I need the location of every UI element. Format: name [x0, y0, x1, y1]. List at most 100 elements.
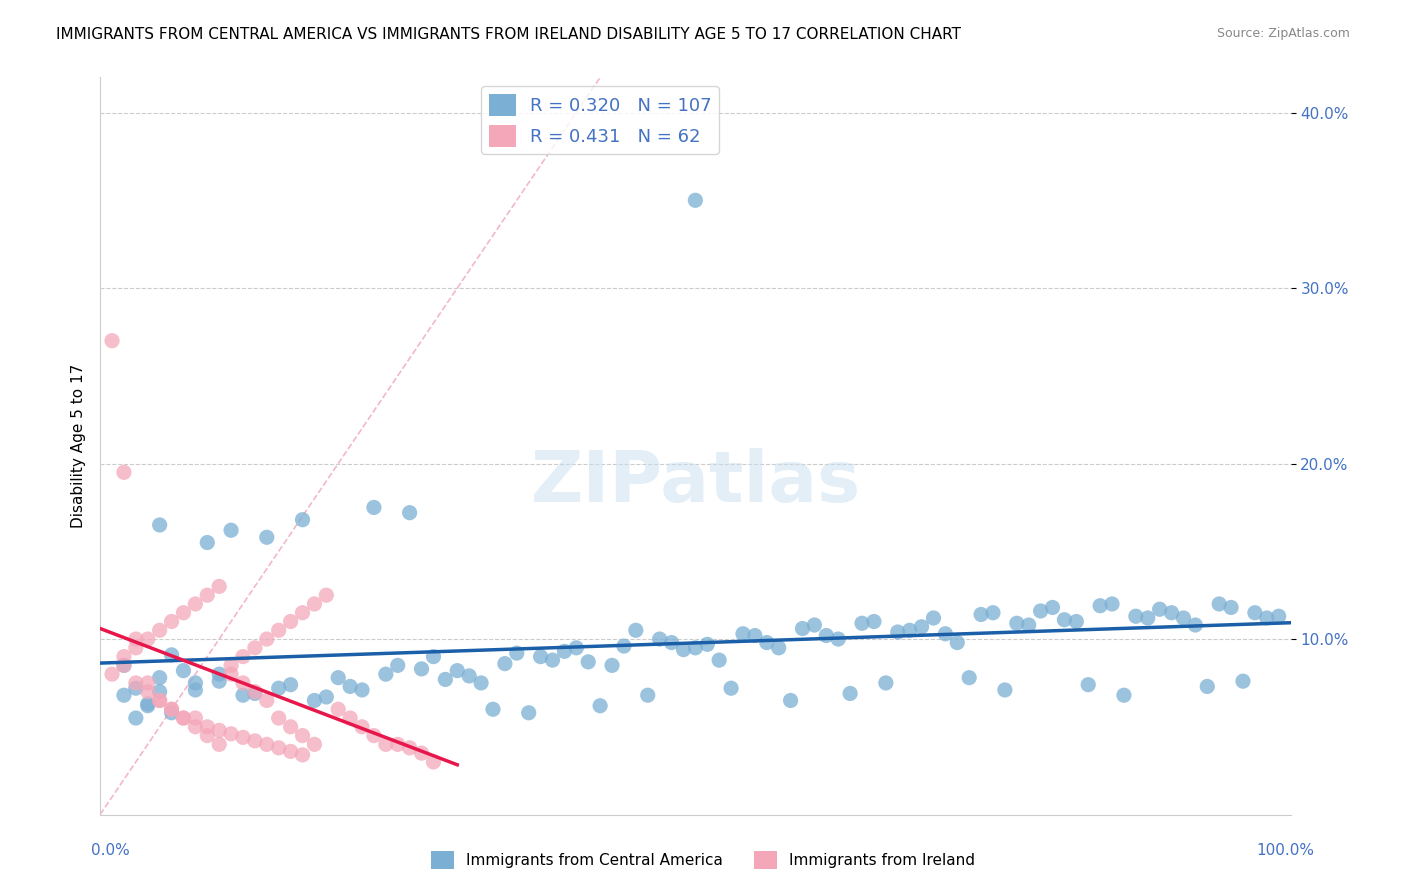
Point	[661, 635, 683, 649]
Point	[256, 530, 278, 544]
Point	[1125, 609, 1147, 624]
Point	[613, 639, 636, 653]
Point	[1267, 609, 1289, 624]
Legend: Immigrants from Central America, Immigrants from Ireland: Immigrants from Central America, Immigra…	[425, 845, 981, 875]
Point	[470, 676, 492, 690]
Point	[506, 646, 529, 660]
Point	[970, 607, 993, 622]
Point	[981, 606, 1004, 620]
Point	[720, 681, 742, 696]
Point	[256, 632, 278, 646]
Point	[232, 688, 254, 702]
Point	[184, 682, 207, 697]
Point	[792, 622, 814, 636]
Point	[1149, 602, 1171, 616]
Point	[339, 711, 361, 725]
Point	[125, 681, 148, 696]
Point	[827, 632, 849, 646]
Point	[482, 702, 505, 716]
Point	[363, 500, 385, 515]
Point	[875, 676, 897, 690]
Point	[768, 640, 790, 655]
Point	[387, 737, 409, 751]
Point	[184, 711, 207, 725]
Point	[328, 702, 350, 716]
Text: 100.0%: 100.0%	[1257, 843, 1315, 858]
Point	[232, 731, 254, 745]
Point	[208, 579, 231, 593]
Point	[411, 662, 433, 676]
Point	[529, 649, 551, 664]
Point	[160, 615, 183, 629]
Point	[315, 690, 337, 704]
Point	[172, 606, 194, 620]
Point	[458, 669, 481, 683]
Point	[280, 615, 302, 629]
Point	[994, 682, 1017, 697]
Point	[267, 740, 290, 755]
Point	[101, 667, 124, 681]
Point	[136, 676, 159, 690]
Point	[803, 618, 825, 632]
Point	[136, 684, 159, 698]
Point	[576, 655, 599, 669]
Point	[160, 706, 183, 720]
Point	[101, 334, 124, 348]
Point	[256, 693, 278, 707]
Point	[1160, 606, 1182, 620]
Point	[910, 620, 932, 634]
Point	[280, 720, 302, 734]
Point	[685, 640, 707, 655]
Point	[291, 606, 314, 620]
Point	[1244, 606, 1267, 620]
Point	[1220, 600, 1243, 615]
Point	[208, 723, 231, 738]
Point	[1077, 678, 1099, 692]
Point	[112, 688, 135, 702]
Point	[172, 711, 194, 725]
Point	[149, 518, 172, 533]
Point	[112, 658, 135, 673]
Point	[648, 632, 671, 646]
Point	[946, 635, 969, 649]
Point	[136, 698, 159, 713]
Point	[328, 671, 350, 685]
Point	[374, 667, 396, 681]
Point	[267, 624, 290, 638]
Point	[1018, 618, 1040, 632]
Point	[125, 711, 148, 725]
Point	[219, 658, 242, 673]
Point	[291, 747, 314, 762]
Point	[112, 466, 135, 480]
Point	[243, 684, 266, 698]
Point	[541, 653, 564, 667]
Point	[184, 597, 207, 611]
Text: Source: ZipAtlas.com: Source: ZipAtlas.com	[1216, 27, 1350, 40]
Point	[149, 671, 172, 685]
Point	[1197, 680, 1219, 694]
Point	[304, 597, 326, 611]
Point	[350, 682, 373, 697]
Point	[172, 664, 194, 678]
Point	[304, 693, 326, 707]
Point	[280, 678, 302, 692]
Point	[160, 648, 183, 662]
Point	[195, 729, 218, 743]
Point	[685, 194, 707, 208]
Point	[422, 755, 444, 769]
Point	[363, 729, 385, 743]
Point	[291, 513, 314, 527]
Y-axis label: Disability Age 5 to 17: Disability Age 5 to 17	[72, 364, 86, 528]
Point	[219, 523, 242, 537]
Point	[934, 627, 956, 641]
Point	[1136, 611, 1159, 625]
Point	[589, 698, 612, 713]
Point	[256, 737, 278, 751]
Point	[922, 611, 945, 625]
Point	[1053, 613, 1076, 627]
Point	[387, 658, 409, 673]
Point	[149, 693, 172, 707]
Point	[839, 686, 862, 700]
Point	[553, 644, 575, 658]
Point	[1088, 599, 1111, 613]
